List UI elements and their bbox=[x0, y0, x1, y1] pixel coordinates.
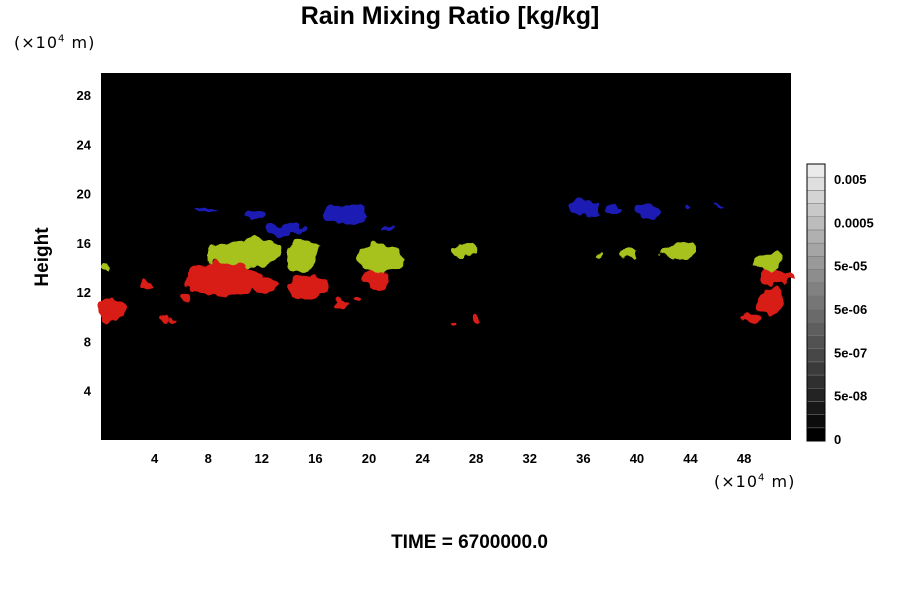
colorbar-label: 0.0005 bbox=[834, 215, 874, 230]
colorbar-swatch bbox=[806, 163, 826, 178]
colorbar-swatch bbox=[806, 269, 826, 283]
colorbar-swatch bbox=[806, 308, 826, 323]
chart-title: Rain Mixing Ratio [kg/kg] bbox=[300, 2, 600, 30]
x-tick-label: 8 bbox=[205, 451, 212, 466]
colorbar-swatch bbox=[806, 361, 826, 376]
colorbar-swatch bbox=[806, 427, 826, 442]
rain-cell-red-4 bbox=[169, 318, 175, 324]
rain-cell-blue-30 bbox=[267, 223, 305, 236]
colorbar-swatch bbox=[806, 282, 826, 297]
rain-cell-red-1 bbox=[99, 310, 114, 324]
colorbar-swatch bbox=[806, 216, 826, 231]
rain-cell-green-24 bbox=[594, 251, 600, 257]
rain-cell-blue-35 bbox=[635, 204, 660, 218]
colorbar-label: 0 bbox=[834, 432, 841, 447]
rain-cell-green-23 bbox=[452, 244, 477, 257]
colorbar-swatch bbox=[806, 322, 826, 336]
rain-cell-blue-36 bbox=[683, 204, 692, 210]
colorbar-frame bbox=[806, 163, 826, 442]
y-tick-label: 16 bbox=[77, 236, 91, 251]
colorbar-swatch bbox=[806, 203, 826, 218]
colorbar-swatch bbox=[806, 374, 826, 389]
x-axis-unit: (×104 m) bbox=[714, 472, 796, 491]
rain-cell-red-6 bbox=[188, 261, 264, 296]
x-tick-label: 32 bbox=[523, 451, 537, 466]
y-tick-label: 4 bbox=[84, 384, 92, 399]
colorbar-label: 0.005 bbox=[834, 172, 867, 187]
rain-cell-red-15 bbox=[758, 268, 791, 284]
x-tick-label: 24 bbox=[415, 451, 430, 466]
x-tick-label: 4 bbox=[151, 451, 159, 466]
colorbar-label: 5e-06 bbox=[834, 302, 867, 317]
rain-cell-red-12 bbox=[362, 268, 390, 291]
time-label: TIME = 6700000.0 bbox=[391, 532, 548, 553]
rain-cell-blue-32 bbox=[382, 225, 396, 231]
rain-cell-red-2 bbox=[142, 281, 154, 291]
rain-cell-green-25 bbox=[619, 247, 639, 261]
x-tick-label: 44 bbox=[683, 451, 698, 466]
rain-cell-red-17 bbox=[740, 313, 759, 324]
y-tick-label: 24 bbox=[77, 137, 92, 152]
colorbar-swatch bbox=[806, 401, 826, 415]
x-tick-label: 40 bbox=[630, 451, 644, 466]
rain-cell-red-7 bbox=[255, 278, 277, 294]
rain-cell-red-16 bbox=[758, 286, 783, 316]
colorbar-swatch bbox=[806, 387, 826, 402]
rain-cell-red-10 bbox=[331, 298, 348, 309]
rain-cell-red-14 bbox=[473, 314, 485, 322]
colorbar-label: 5e-07 bbox=[834, 345, 867, 360]
rain-cell-green-20 bbox=[206, 242, 237, 266]
y-tick-label: 28 bbox=[77, 88, 91, 103]
colorbar-swatch bbox=[806, 256, 826, 270]
x-tick-label: 48 bbox=[737, 451, 751, 466]
y-tick-label: 12 bbox=[77, 285, 91, 300]
colorbar-swatch bbox=[806, 190, 826, 204]
colorbar-swatch bbox=[806, 348, 826, 363]
rain-cell-blue-28 bbox=[194, 206, 222, 211]
rain-cell-red-3 bbox=[161, 315, 170, 324]
colorbar-label: 5e-05 bbox=[834, 259, 867, 274]
rain-cell-blue-33 bbox=[565, 199, 601, 215]
rain-cell-green-22 bbox=[355, 244, 404, 272]
rain-cell-green-27 bbox=[753, 251, 783, 272]
rain-cell-green-21 bbox=[285, 240, 321, 271]
x-tick-label: 12 bbox=[255, 451, 269, 466]
colorbar-swatch bbox=[806, 242, 826, 257]
colorbar-swatch bbox=[806, 229, 826, 244]
colorbar-swatch bbox=[806, 335, 826, 349]
rain-cell-red-13 bbox=[450, 319, 457, 325]
y-axis-unit: (×104 m) bbox=[14, 33, 96, 52]
colorbar-label: 5e-08 bbox=[834, 389, 867, 404]
y-tick-label: 20 bbox=[77, 187, 91, 202]
y-tick-label: 8 bbox=[84, 334, 91, 349]
colorbar-swatch bbox=[806, 414, 826, 429]
colorbar-swatch bbox=[806, 176, 826, 191]
colorbar-swatch bbox=[806, 295, 826, 310]
x-tick-label: 36 bbox=[576, 451, 590, 466]
rain-cell-blue-29 bbox=[241, 209, 269, 223]
rain-cell-green-18 bbox=[103, 264, 113, 274]
rain-cell-red-11 bbox=[352, 295, 361, 304]
x-tick-label: 28 bbox=[469, 451, 483, 466]
rain-cell-blue-34 bbox=[604, 204, 621, 215]
rain-cell-green-26 bbox=[659, 244, 695, 259]
rain-cell-red-8 bbox=[287, 274, 331, 300]
x-tick-label: 16 bbox=[308, 451, 322, 466]
rain-cell-red-9 bbox=[180, 292, 191, 303]
rain-cell-blue-37 bbox=[713, 204, 722, 208]
rain-cell-blue-31 bbox=[323, 204, 369, 225]
x-tick-label: 20 bbox=[362, 451, 376, 466]
